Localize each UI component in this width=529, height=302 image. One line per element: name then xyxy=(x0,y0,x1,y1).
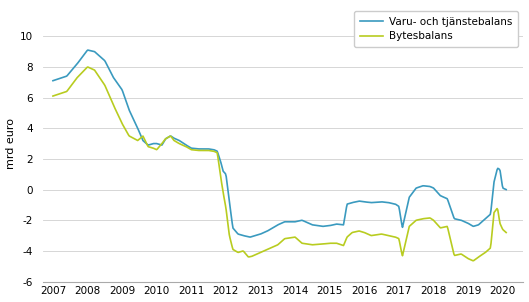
Varu- och tjänstebalans xyxy=(393,203,399,206)
Bytesbalans xyxy=(85,65,91,69)
Bytesbalans xyxy=(50,94,56,98)
Bytesbalans xyxy=(392,235,398,239)
Y-axis label: mrd euro: mrd euro xyxy=(6,118,15,169)
Line: Bytesbalans: Bytesbalans xyxy=(53,67,506,261)
Bytesbalans xyxy=(256,252,262,255)
Varu- och tjänstebalans xyxy=(167,134,174,138)
Line: Varu- och tjänstebalans: Varu- och tjänstebalans xyxy=(53,50,506,237)
Varu- och tjänstebalans xyxy=(131,118,137,122)
Varu- och tjänstebalans xyxy=(50,79,56,82)
Bytesbalans xyxy=(167,134,174,138)
Varu- och tjänstebalans xyxy=(247,235,253,239)
Varu- och tjänstebalans xyxy=(354,200,360,203)
Legend: Varu- och tjänstebalans, Bytesbalans: Varu- och tjänstebalans, Bytesbalans xyxy=(354,11,518,47)
Bytesbalans xyxy=(317,242,324,246)
Varu- och tjänstebalans xyxy=(503,188,509,191)
Varu- och tjänstebalans xyxy=(318,224,325,228)
Bytesbalans xyxy=(353,230,360,233)
Bytesbalans xyxy=(470,259,476,262)
Varu- och tjänstebalans xyxy=(85,48,91,52)
Varu- och tjänstebalans xyxy=(257,233,263,236)
Bytesbalans xyxy=(131,137,137,140)
Bytesbalans xyxy=(503,231,509,234)
